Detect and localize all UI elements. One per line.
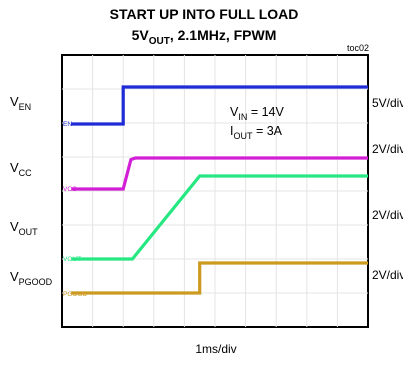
- plot-area: EN VCC VOUT PGOOD VIN = 14V IOUT = 3A: [61, 54, 369, 328]
- channel-label-pgood: VPGOOD: [10, 269, 53, 287]
- channel-label-vcc: VCC: [10, 160, 32, 178]
- trace-tag-vcc: VCC: [63, 186, 77, 193]
- trace-tag-pgood: PGOOD: [63, 291, 88, 298]
- channel-label-en: VEN: [10, 94, 31, 112]
- chart-subtitle: 5VOUT, 2.1MHz, FPWM: [132, 27, 277, 47]
- x-axis-scale: 1ms/div: [195, 342, 236, 356]
- series-line-en: [71, 85, 368, 126]
- series-line-pgood: [71, 261, 368, 295]
- scale-label-vcc: 2V/div: [372, 142, 403, 156]
- figure-id: toc02: [347, 43, 369, 53]
- scale-label-vout: 2V/div: [372, 208, 403, 222]
- condition-2: IOUT = 3A: [230, 124, 283, 141]
- trace-tag-vout: VOUT: [63, 256, 81, 263]
- trace-tag-en: EN: [63, 121, 72, 128]
- channel-label-vout: VOUT: [10, 219, 38, 237]
- condition-1: VIN = 14V: [230, 105, 284, 122]
- scale-label-en: 5V/div: [372, 96, 403, 110]
- chart-title: START UP INTO FULL LOAD: [110, 6, 299, 22]
- series-line-vcc: [71, 156, 368, 191]
- scale-label-pgood: 2V/div: [372, 268, 403, 282]
- channel-labels: VEN 5V/div VCC 2V/div VOUT 2V/div VPGOOD 2V/div: [10, 94, 403, 287]
- series-line-vout: [71, 174, 368, 261]
